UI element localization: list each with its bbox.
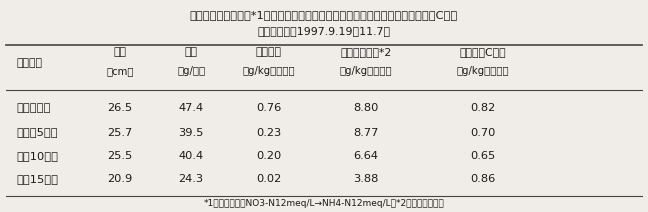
Text: 3.88: 3.88 [353, 174, 379, 184]
Text: 0.23: 0.23 [257, 127, 281, 138]
Text: 草丈: 草丈 [113, 47, 126, 57]
Text: 0.20: 0.20 [257, 151, 281, 161]
Text: 0.02: 0.02 [257, 174, 281, 184]
Text: （栽培期間：1997.9.19～11.7）: （栽培期間：1997.9.19～11.7） [257, 26, 391, 36]
Text: 25.5: 25.5 [108, 151, 132, 161]
Text: 47.4: 47.4 [179, 103, 203, 113]
Text: *1培養液窒素：NO3-N12meq/L→NH4-N12meq/L　*2水溶性シュウ酸: *1培養液窒素：NO3-N12meq/L→NH4-N12meq/L *2水溶性シ… [203, 199, 445, 208]
Text: 40.4: 40.4 [179, 151, 203, 161]
Text: 変更時期: 変更時期 [16, 57, 42, 68]
Text: 8.80: 8.80 [353, 103, 379, 113]
Text: 0.70: 0.70 [470, 127, 496, 138]
Text: 0.65: 0.65 [470, 151, 495, 161]
Text: （g/kg新鮮重）: （g/kg新鮮重） [340, 66, 393, 76]
Text: 0.82: 0.82 [470, 103, 495, 113]
Text: 6.64: 6.64 [354, 151, 378, 161]
Text: 収穫　5日前: 収穫 5日前 [16, 127, 58, 138]
Text: 葉重: 葉重 [185, 47, 198, 57]
Text: （g/株）: （g/株） [177, 66, 205, 76]
Text: 8.77: 8.77 [353, 127, 379, 138]
Text: 25.7: 25.7 [108, 127, 132, 138]
Text: 0.86: 0.86 [470, 174, 495, 184]
Text: 0.76: 0.76 [257, 103, 281, 113]
Text: 硝酸含量: 硝酸含量 [256, 47, 282, 57]
Text: （g/kg新鮮重）: （g/kg新鮮重） [242, 66, 295, 76]
Text: （cm）: （cm） [106, 66, 133, 76]
Text: シュウ酸含量*2: シュウ酸含量*2 [340, 47, 392, 57]
Text: ビタミンC含量: ビタミンC含量 [459, 47, 506, 57]
Text: 24.3: 24.3 [179, 174, 203, 184]
Text: 収穫15日前: 収穫15日前 [16, 174, 58, 184]
Text: 無　変　更: 無 変 更 [16, 103, 51, 113]
Text: 20.9: 20.9 [108, 174, 132, 184]
Text: 収穫10日前: 収穫10日前 [16, 151, 58, 161]
Text: （g/kg新鮮重）: （g/kg新鮮重） [456, 66, 509, 76]
Text: 26.5: 26.5 [108, 103, 132, 113]
Text: 表１　培養液の変更*1時期とホウレンソウの生育、硝酸、シュウ酸、ビタミンC含量: 表１ 培養液の変更*1時期とホウレンソウの生育、硝酸、シュウ酸、ビタミンC含量 [190, 10, 458, 20]
Text: 39.5: 39.5 [178, 127, 204, 138]
